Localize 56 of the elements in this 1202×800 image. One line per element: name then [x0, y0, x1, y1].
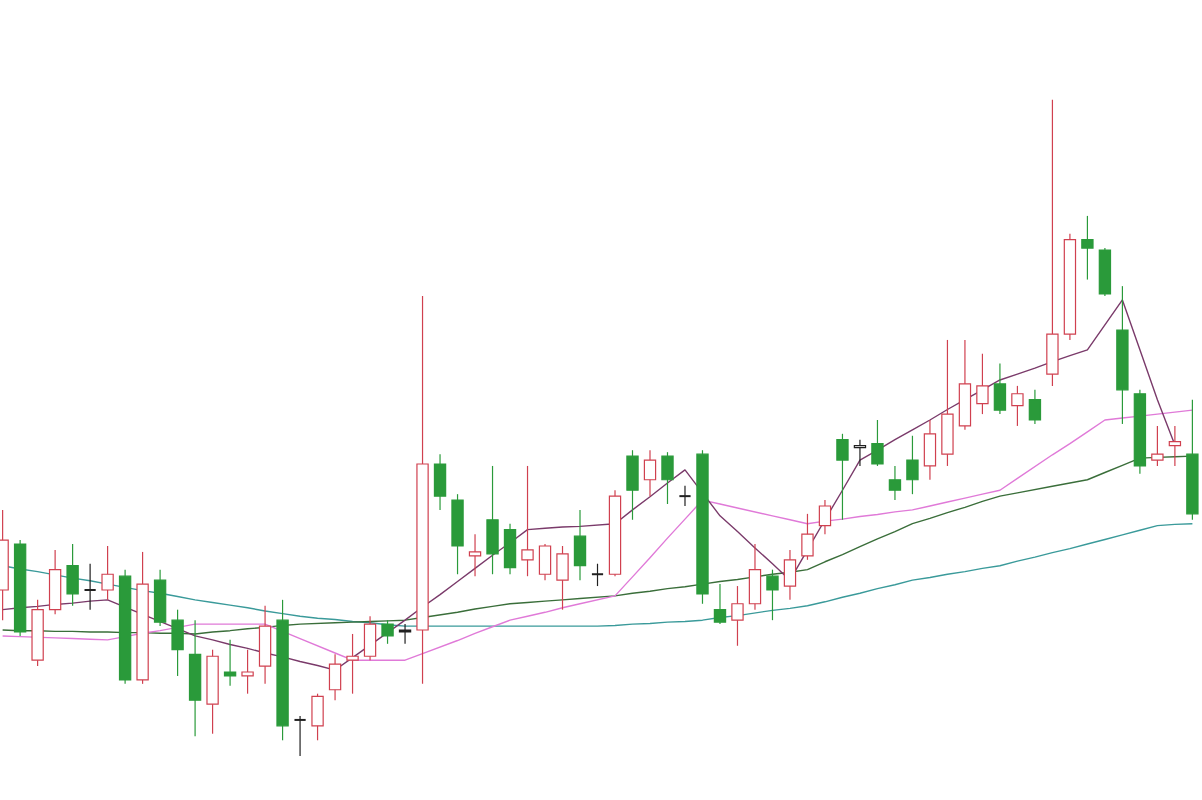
candlestick	[766, 569, 779, 621]
candlestick	[451, 493, 464, 575]
candlestick	[223, 639, 237, 687]
candlestick	[923, 419, 937, 481]
candlestick	[1168, 425, 1182, 467]
candlestick	[346, 633, 359, 695]
candlestick	[783, 549, 797, 601]
candlestick	[906, 435, 919, 495]
candlestick	[101, 545, 114, 601]
candlestick	[503, 523, 517, 575]
candlestick	[626, 449, 639, 521]
candlestick	[153, 569, 167, 627]
candlestick	[1011, 385, 1024, 427]
candlestick	[171, 609, 184, 677]
candlestick	[556, 545, 569, 611]
candlestick	[311, 693, 324, 741]
candlestick	[590, 563, 605, 587]
candlestick	[1151, 425, 1164, 467]
candlestick	[1098, 247, 1112, 297]
candlestick	[48, 549, 62, 615]
candlestick	[468, 533, 482, 577]
candlestick	[66, 543, 79, 607]
candlestick	[188, 619, 202, 737]
candlestick	[976, 353, 989, 415]
candlestick	[731, 585, 744, 647]
candlestick	[818, 499, 832, 535]
candlestick	[713, 583, 727, 625]
candlestick	[486, 465, 499, 575]
candlestick	[1028, 389, 1042, 425]
candlestick	[853, 439, 867, 467]
candlestick	[888, 465, 902, 501]
candlestick	[678, 485, 692, 507]
candlestick	[328, 653, 342, 701]
candlestick	[381, 619, 394, 645]
candlestick	[958, 339, 972, 431]
candlestick	[748, 543, 762, 611]
candlestick	[643, 449, 657, 497]
candlestick	[871, 419, 884, 467]
candlestick	[206, 649, 219, 735]
candlestick	[83, 563, 97, 611]
candlestick	[363, 615, 377, 661]
candlestick	[836, 433, 849, 521]
candlestick	[398, 623, 412, 645]
candlestick	[1081, 215, 1094, 281]
candlestick	[521, 465, 534, 577]
candlestick	[433, 453, 447, 511]
candlestick	[241, 649, 254, 695]
candlestick	[993, 362, 1007, 415]
candlestick	[258, 605, 272, 685]
candlestick	[941, 339, 954, 467]
candlestick	[538, 543, 552, 581]
candlestick	[293, 715, 307, 757]
candlestick	[1046, 99, 1059, 387]
candlestick	[661, 451, 674, 505]
candlestick	[573, 509, 587, 581]
candlestick	[801, 513, 814, 561]
